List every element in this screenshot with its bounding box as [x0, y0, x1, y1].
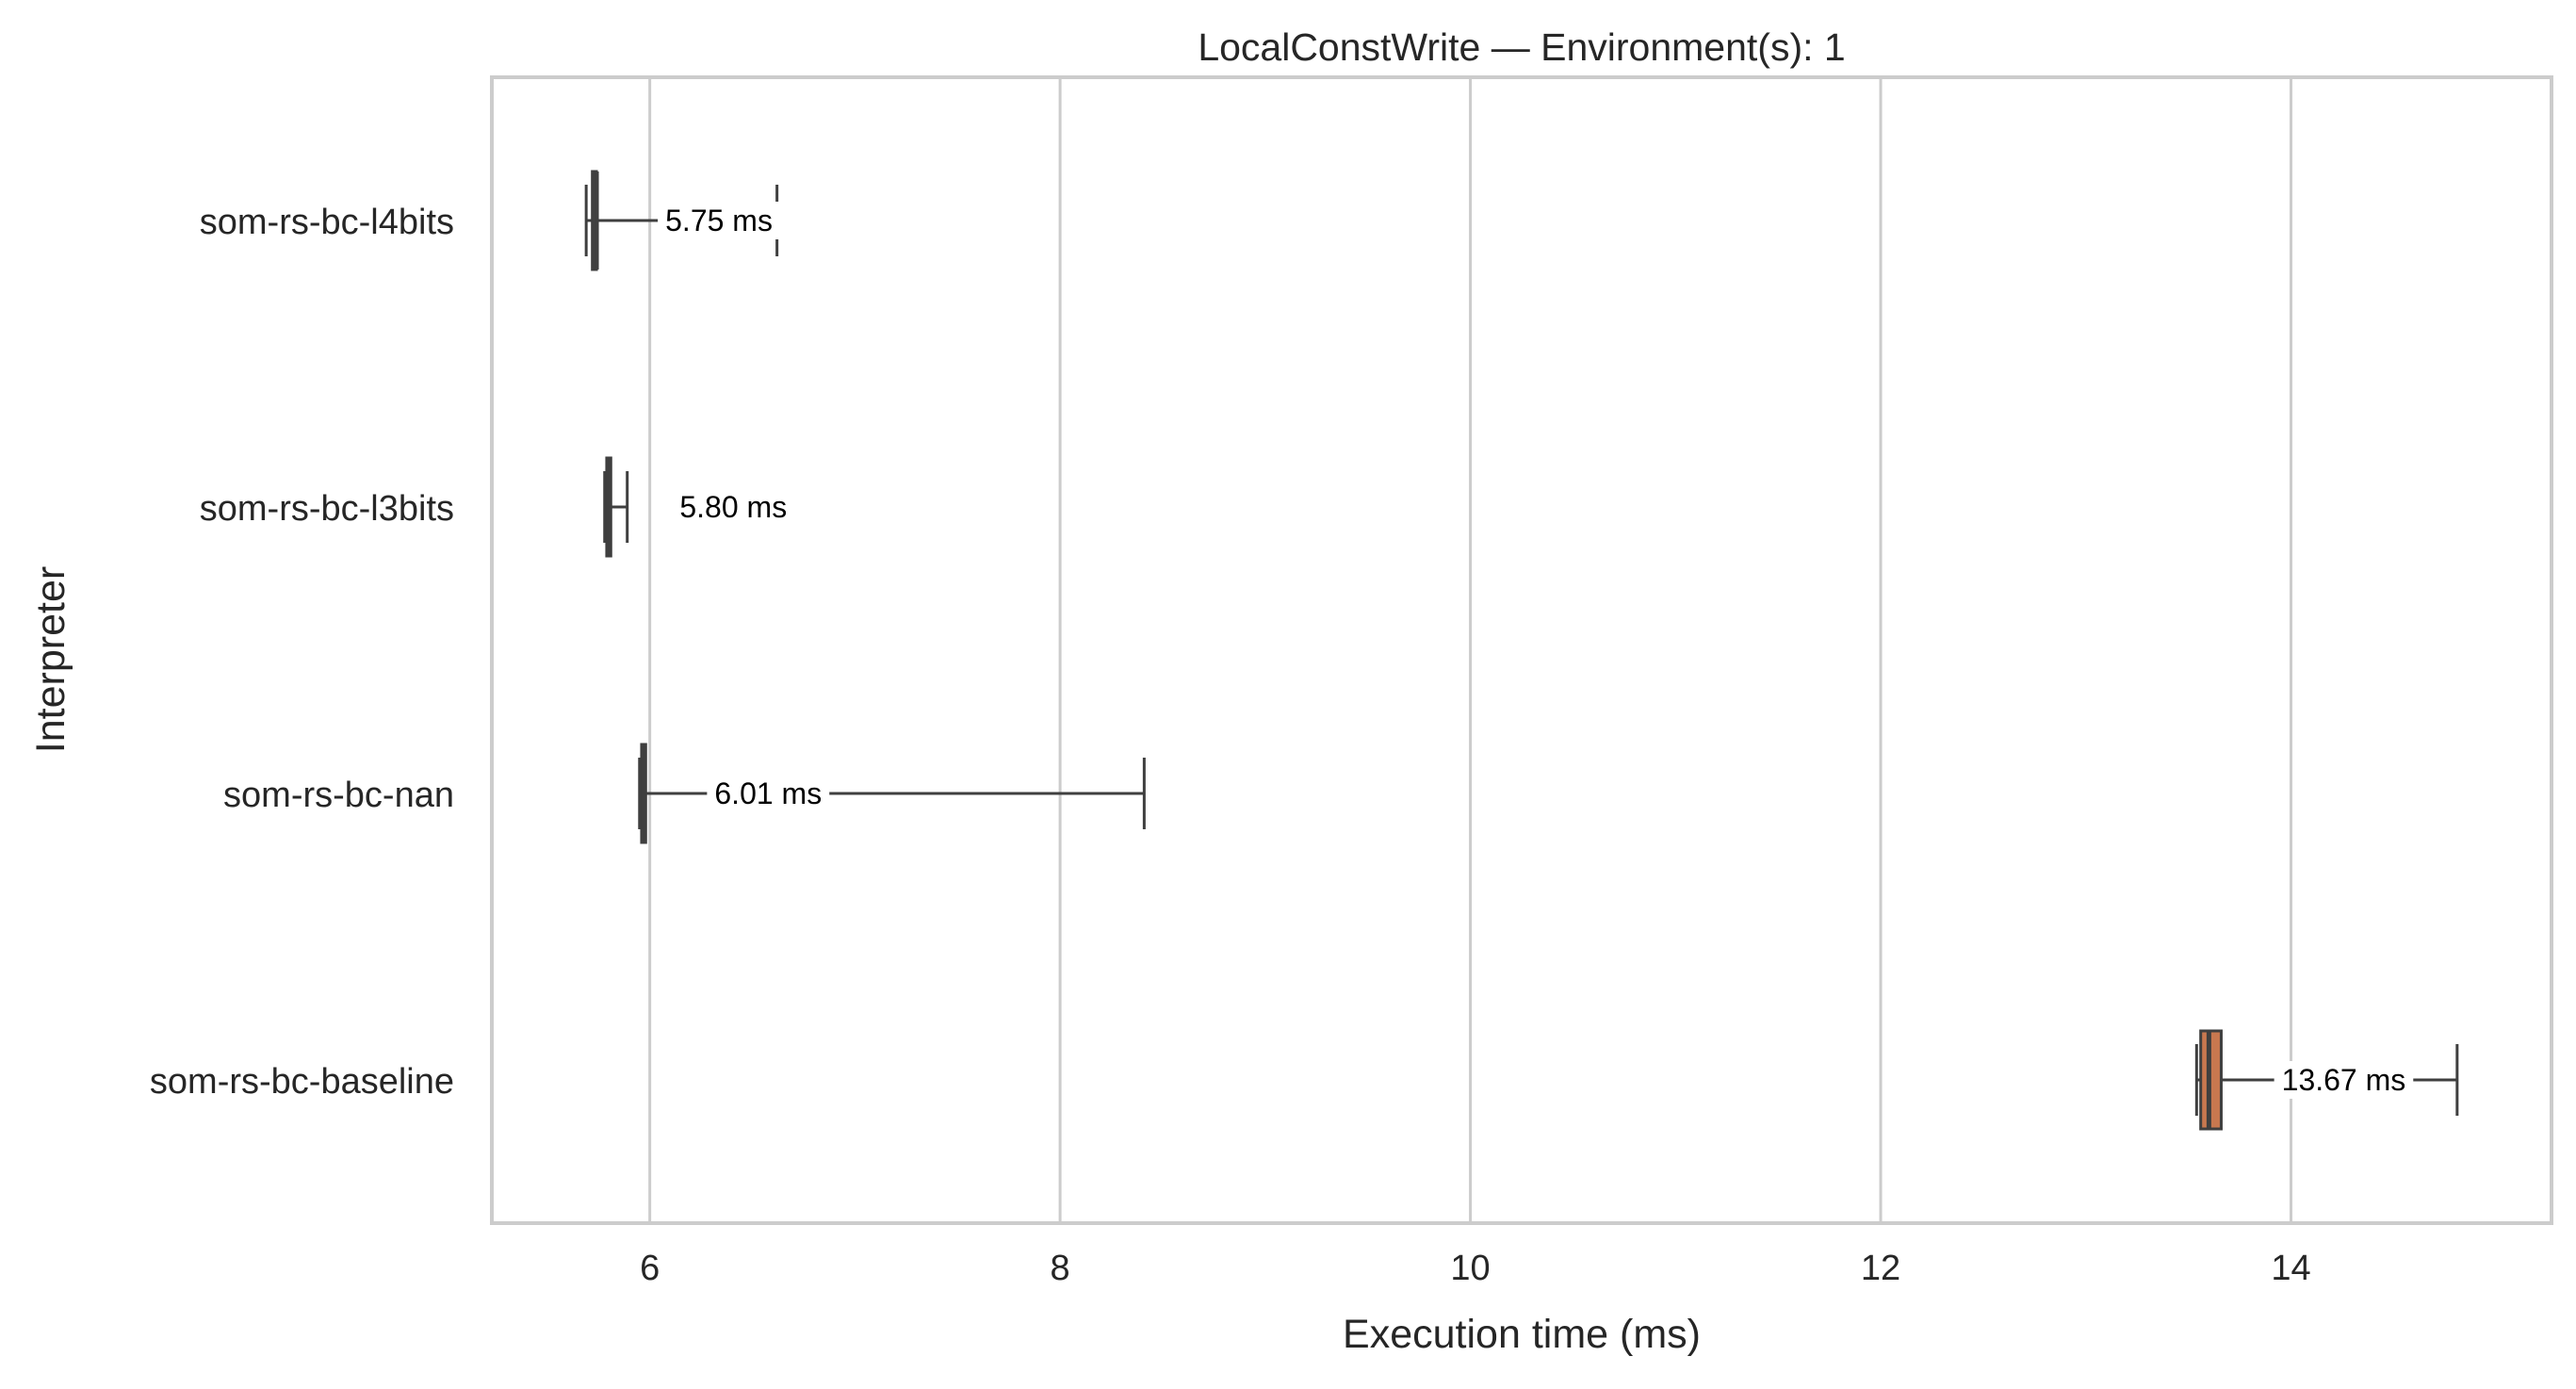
value-label-som-rs-bc-nan: 6.01 ms — [714, 776, 822, 810]
x-tick-labels: 6 8 10 12 14 — [640, 1249, 2311, 1288]
value-label-bg — [707, 775, 830, 812]
value-label-som-rs-bc-l4bits: 5.75 ms — [665, 204, 773, 237]
y-tick-labels: som-rs-bc-l4bits som-rs-bc-l3bits som-rs-b… — [150, 203, 454, 1102]
y-tick-label-som-rs-bc-nan: som-rs-bc-nan — [223, 776, 454, 815]
x-tick-label-12: 12 — [1861, 1249, 1900, 1288]
value-label-bg — [658, 202, 780, 239]
y-tick-label-som-rs-bc-l4bits: som-rs-bc-l4bits — [200, 203, 454, 242]
x-tick-label-8: 8 — [1051, 1249, 1070, 1288]
boxes: 5.75 ms 5.80 ms 6.01 ms 13.67 ms — [584, 170, 2459, 1131]
x-tick-label-14: 14 — [2271, 1249, 2310, 1288]
x-tick-label-6: 6 — [640, 1249, 660, 1288]
value-label-bg — [672, 488, 795, 526]
plot-frame — [490, 75, 2553, 1225]
x-tick-label-10: 10 — [1450, 1249, 1490, 1288]
box-som-rs-bc-l3bits: 5.80 ms — [603, 456, 795, 558]
box-som-rs-bc-nan: 6.01 ms — [638, 743, 1146, 844]
value-label-bg — [2274, 1061, 2414, 1099]
chart-title: LocalConstWrite — Environment(s): 1 — [1198, 25, 1845, 69]
value-label-som-rs-bc-l3bits: 5.80 ms — [679, 490, 787, 524]
y-tick-label-som-rs-bc-baseline: som-rs-bc-baseline — [150, 1062, 454, 1102]
y-tick-label-som-rs-bc-l3bits: som-rs-bc-l3bits — [200, 489, 454, 529]
y-axis-label: Interpreter — [28, 566, 73, 753]
value-label-som-rs-bc-baseline: 13.67 ms — [2282, 1063, 2406, 1097]
grid — [648, 77, 2292, 1223]
x-axis-label: Execution time (ms) — [1343, 1312, 1701, 1357]
box-som-rs-bc-baseline: 13.67 ms — [2194, 1029, 2459, 1131]
box-som-rs-bc-l4bits: 5.75 ms — [584, 170, 780, 271]
